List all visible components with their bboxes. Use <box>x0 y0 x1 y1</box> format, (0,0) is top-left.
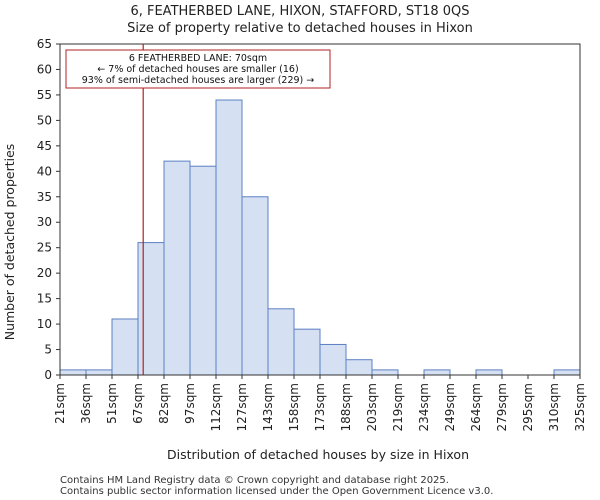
bar-234sqm <box>423 369 451 376</box>
bar-112sqm <box>215 99 243 376</box>
annotation-line-3: 93% of semi-detached houses are larger (… <box>82 75 315 86</box>
x-tick-label: 51sqm <box>105 383 119 424</box>
bar-21sqm <box>59 369 87 376</box>
x-tick-label: 219sqm <box>391 383 405 431</box>
y-tick-label: 50 <box>37 113 52 127</box>
y-tick-label: 10 <box>37 317 52 331</box>
chart-title-line-1: 6, FEATHERBED LANE, HIXON, STAFFORD, ST1… <box>130 4 469 19</box>
y-tick-label: 55 <box>37 88 52 102</box>
bar-173sqm <box>319 343 347 376</box>
x-tick-label: 112sqm <box>209 383 223 431</box>
bars-group <box>59 99 581 376</box>
x-tick-label: 295sqm <box>521 383 535 431</box>
y-tick-label: 0 <box>44 368 52 382</box>
bar-264sqm <box>475 369 503 376</box>
y-tick-label: 40 <box>37 164 52 178</box>
y-tick-label: 45 <box>37 139 52 153</box>
footer-line-2: Contains public sector information licen… <box>60 486 493 497</box>
bar-158sqm <box>293 328 321 376</box>
x-tick-label: 21sqm <box>53 383 67 424</box>
x-tick-label: 279sqm <box>495 383 509 431</box>
x-axis-ticks: 21sqm 36sqm 51sqm 67sqm 82sqm 97sqm 112sqm 127s… <box>53 375 587 431</box>
y-tick-label: 15 <box>37 292 52 306</box>
x-tick-label: 310sqm <box>547 383 561 431</box>
bar-188sqm <box>345 359 373 376</box>
bar-127sqm <box>241 196 269 376</box>
y-axis-ticks: 0 5 10 15 20 25 30 35 40 45 50 55 60 65 <box>37 37 60 382</box>
x-tick-label: 158sqm <box>287 383 301 431</box>
y-tick-label: 20 <box>37 266 52 280</box>
footer-line-1: Contains HM Land Registry data © Crown c… <box>60 475 449 486</box>
bar-82sqm <box>163 160 191 376</box>
annotation-line-1: 6 FEATHERBED LANE: 70sqm <box>129 53 267 64</box>
x-tick-label: 36sqm <box>79 383 93 424</box>
x-tick-label: 127sqm <box>235 383 249 431</box>
chart-title-line-2: Size of property relative to detached ho… <box>127 21 473 36</box>
x-tick-label: 203sqm <box>365 383 379 431</box>
x-axis-label: Distribution of detached houses by size … <box>167 447 469 462</box>
annotation-frame <box>65 49 331 89</box>
x-tick-label: 264sqm <box>469 383 483 431</box>
x-tick-label: 325sqm <box>573 383 587 431</box>
x-tick-label: 249sqm <box>443 383 457 431</box>
bar-310sqm <box>553 369 581 376</box>
bar-97sqm <box>189 165 217 376</box>
y-tick-label: 5 <box>44 343 52 357</box>
y-axis-label: Number of detached properties <box>2 144 17 341</box>
x-tick-label: 67sqm <box>131 383 145 424</box>
annotation-line-2: ← 7% of detached houses are smaller (16) <box>97 64 298 75</box>
bar-51sqm <box>111 318 139 376</box>
x-tick-label: 97sqm <box>183 383 197 424</box>
y-tick-label: 35 <box>37 190 52 204</box>
y-tick-label: 60 <box>37 62 52 76</box>
x-tick-label: 188sqm <box>339 383 353 431</box>
y-tick-label: 30 <box>37 215 52 229</box>
x-tick-label: 234sqm <box>417 383 431 431</box>
bar-36sqm <box>85 369 113 376</box>
bar-67sqm <box>137 242 165 376</box>
x-tick-label: 173sqm <box>313 383 327 431</box>
plot-frame <box>59 43 581 376</box>
y-tick-label: 65 <box>37 37 52 51</box>
bar-203sqm <box>371 369 399 376</box>
y-tick-label: 25 <box>37 241 52 255</box>
x-tick-label: 143sqm <box>261 383 275 431</box>
bar-143sqm <box>267 308 295 376</box>
x-tick-label: 82sqm <box>157 383 171 424</box>
annotation-box: 6 FEATHERBED LANE: 70sqm ← 7% of detache… <box>65 49 331 89</box>
